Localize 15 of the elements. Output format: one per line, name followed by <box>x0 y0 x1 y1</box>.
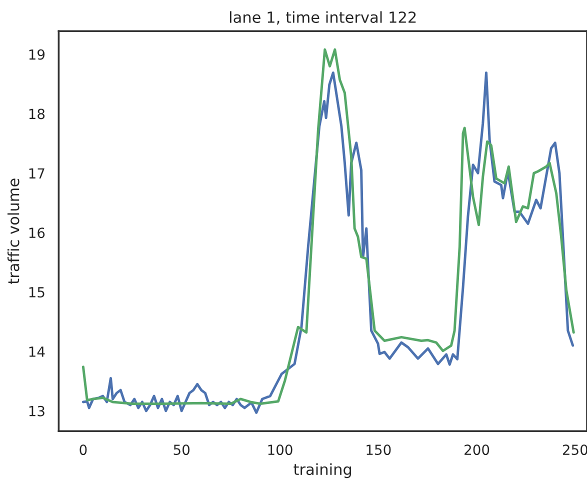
x-tick-label: 0 <box>80 444 87 456</box>
x-tick-label: 200 <box>464 444 490 456</box>
y-tick-label: 18 <box>29 108 45 120</box>
y-tick-label: 16 <box>29 228 45 238</box>
x-tick-label: 100 <box>268 444 292 456</box>
y-tick-label: 19 <box>29 49 45 60</box>
y-axis-title: traffic volume <box>7 178 20 284</box>
y-tick-label: 17 <box>29 168 44 178</box>
x-axis-title: training <box>294 463 352 478</box>
y-tick-label: 13 <box>29 406 44 416</box>
y-tick-label: 15 <box>29 287 44 298</box>
x-tick-label: 50 <box>174 444 190 456</box>
chart-title: lane 1, time interval 122 <box>230 11 416 25</box>
x-tick-label: 150 <box>366 444 391 456</box>
y-tick-label: 14 <box>29 346 45 357</box>
